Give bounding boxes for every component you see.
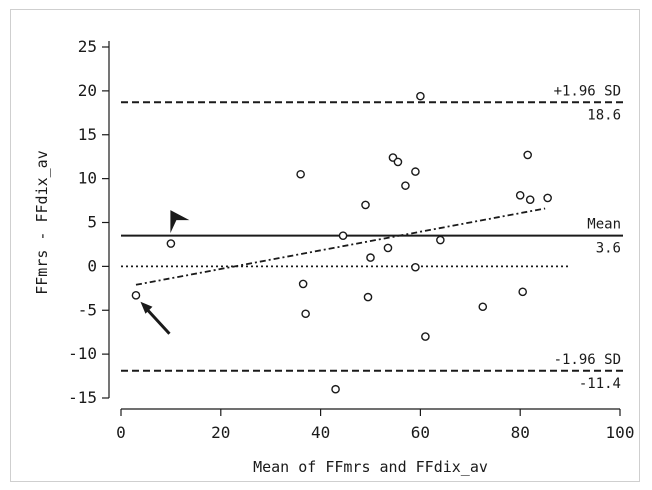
data-point	[523, 150, 532, 160]
data-point	[518, 287, 527, 297]
data-point	[363, 292, 373, 302]
data-point	[436, 235, 445, 245]
y-tick-label: 0	[87, 256, 97, 275]
data-point	[361, 200, 370, 210]
data-point	[543, 193, 552, 203]
data-point	[298, 279, 308, 289]
y-tick-label: -10	[68, 344, 97, 363]
arrow-shaft	[145, 307, 171, 335]
data-point	[331, 384, 340, 394]
data-point	[401, 181, 410, 190]
data-point	[166, 239, 176, 248]
x-tick-label: 40	[311, 423, 330, 442]
x-tick-label: 20	[211, 423, 230, 442]
data-point	[416, 91, 425, 101]
x-axis-title: Mean of FFmrs and FFdix_av	[253, 458, 488, 476]
data-point	[131, 291, 141, 300]
arrowhead-marker-icon	[170, 210, 190, 234]
y-tick-label: 25	[78, 37, 97, 56]
y-tick-label: 5	[87, 213, 97, 232]
data-point	[421, 332, 430, 341]
data-point	[411, 167, 420, 176]
y-tick-label: 15	[78, 125, 97, 144]
upper_limit-value-label: 18.6	[587, 107, 621, 123]
x-tick-label: 0	[116, 423, 126, 442]
y-tick-label: -15	[68, 388, 97, 407]
regression-trend-line	[135, 207, 546, 286]
data-point	[366, 253, 375, 262]
data-point	[393, 157, 403, 167]
data-point	[525, 195, 535, 204]
y-axis-title: FFmrs - FFdix_av	[33, 150, 51, 295]
x-tick-label: 100	[606, 423, 635, 442]
data-point	[478, 302, 488, 312]
data-point	[411, 262, 420, 272]
data-point	[301, 309, 310, 319]
data-point	[383, 243, 393, 253]
chart-frame: 25 20 15 10 5 0 -5 -10 -15 0 20 40 60 80 100 Mean of FF…	[10, 9, 640, 482]
y-tick-label: 20	[78, 81, 97, 100]
upper_limit-label: +1.96 SD	[554, 83, 621, 99]
data-point	[338, 231, 348, 240]
mean-label: Mean	[587, 217, 621, 233]
bland-altman-plot: 25 20 15 10 5 0 -5 -10 -15 0 20 40 60 80 100 Mean of FF…	[33, 37, 635, 476]
lower_limit-value-label: -11.4	[579, 376, 621, 392]
x-tick-label: 60	[411, 423, 430, 442]
data-point	[515, 190, 525, 200]
x-tick-label: 80	[511, 423, 530, 442]
y-tick-label: 10	[78, 169, 97, 188]
data-point	[296, 169, 305, 179]
arrow-marker-icon	[140, 301, 153, 314]
y-tick-label: -5	[78, 300, 97, 319]
lower_limit-label: -1.96 SD	[554, 352, 621, 368]
mean-value-label: 3.6	[596, 241, 621, 257]
